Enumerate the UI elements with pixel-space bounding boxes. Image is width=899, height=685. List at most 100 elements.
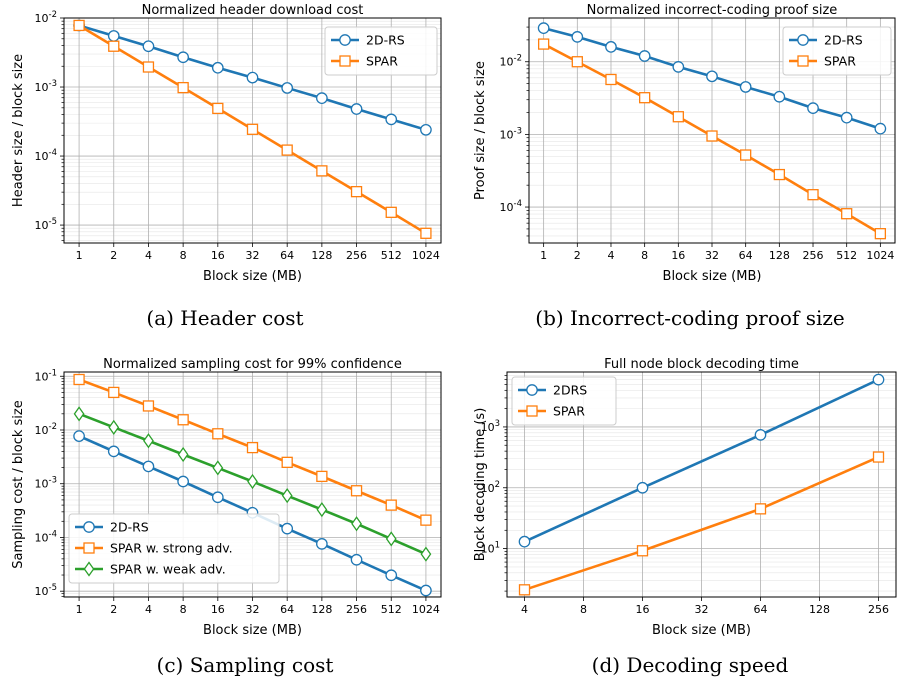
figure-caption: (c) Sampling cost	[157, 653, 334, 677]
legend-label: SPAR w. strong adv.	[110, 541, 233, 556]
data-point	[281, 488, 293, 504]
x-tick-label: 1	[76, 603, 83, 616]
data-point	[385, 569, 398, 582]
data-point	[420, 546, 432, 562]
y-tick-label: 10-2	[35, 10, 57, 25]
data-point	[672, 111, 684, 123]
x-tick-label: 128	[769, 249, 790, 262]
data-point	[636, 545, 649, 557]
data-point	[605, 73, 617, 86]
x-tick-label: 2	[110, 249, 117, 262]
series-line-1	[523, 378, 880, 543]
data-point	[773, 90, 786, 103]
data-point	[142, 61, 155, 73]
data-point	[537, 38, 550, 50]
data-point	[212, 428, 224, 440]
x-tick-label: 512	[836, 249, 857, 262]
figure-caption: (b) Incorrect-coding proof size	[535, 306, 844, 330]
data-point	[841, 208, 853, 220]
data-point	[872, 373, 885, 386]
x-tick-label: 32	[705, 249, 719, 262]
data-point	[177, 414, 189, 426]
data-point	[316, 538, 328, 550]
data-point	[281, 144, 293, 156]
data-point	[385, 206, 397, 218]
data-point	[212, 460, 224, 476]
x-tick-label: 128	[311, 603, 332, 616]
data-point	[143, 433, 154, 449]
x-tick-label: 32	[246, 249, 260, 262]
data-point	[73, 19, 85, 32]
legend-label: SPAR w. weak adv.	[110, 562, 226, 577]
chart-title: Full node block decoding time	[604, 357, 799, 372]
data-point	[350, 103, 363, 115]
legend-label: SPAR	[824, 54, 856, 69]
x-tick-label: 1	[76, 249, 83, 262]
data-point	[351, 516, 362, 532]
data-point	[874, 122, 887, 135]
legend-label: 2D-RS	[824, 33, 863, 48]
data-point	[754, 429, 767, 441]
legend-label: 2D-RS	[110, 520, 149, 535]
legend-swatch-marker	[339, 34, 351, 46]
x-tick-label: 4	[145, 249, 152, 262]
data-point	[807, 102, 819, 114]
data-point	[420, 227, 432, 239]
x-tick-label: 256	[868, 603, 889, 616]
x-tick-label: 2	[574, 249, 581, 262]
data-point	[350, 553, 363, 566]
x-tick-label: 64	[280, 603, 294, 616]
data-point	[571, 56, 583, 68]
data-point	[706, 70, 718, 83]
plot-frame	[63, 371, 442, 598]
plot-frame	[63, 17, 442, 244]
x-tick-label: 512	[381, 603, 402, 616]
legend-swatch-marker	[83, 542, 95, 554]
data-point	[177, 51, 189, 64]
data-point	[385, 499, 397, 511]
x-tick-label: 64	[739, 249, 753, 262]
x-tick-label: 4	[607, 249, 614, 262]
data-point	[385, 531, 397, 547]
data-point	[672, 61, 685, 73]
x-axis-label: Block size (MB)	[663, 269, 762, 284]
x-tick-label: 16	[671, 249, 685, 262]
x-tick-label: 32	[695, 603, 709, 616]
x-tick-label: 8	[580, 603, 587, 616]
data-point	[108, 40, 120, 52]
chart-title: Normalized sampling cost for 99% confide…	[103, 357, 402, 372]
chart-title: Normalized incorrect-coding proof size	[587, 3, 838, 18]
x-tick-label: 8	[180, 249, 187, 262]
legend-swatch-marker	[526, 405, 538, 417]
x-tick-label: 16	[211, 249, 225, 262]
data-point	[739, 81, 752, 93]
x-tick-label: 1024	[412, 249, 440, 262]
data-point	[142, 460, 155, 473]
x-tick-label: 16	[211, 603, 225, 616]
figure-caption: (d) Decoding speed	[592, 653, 789, 677]
data-point	[281, 82, 294, 94]
x-axis-label: Block size (MB)	[203, 269, 302, 284]
chart-panel-2: 10-2 10-3 10-4 1 2 4 8 16 32 64 128 256 512 1024 Norma…	[473, 3, 896, 330]
data-point	[706, 130, 718, 142]
data-point	[108, 419, 120, 435]
y-axis-label: Block decoding time (s)	[473, 408, 488, 562]
data-point	[108, 386, 120, 399]
data-point	[177, 475, 189, 488]
legend-swatch-marker	[83, 521, 95, 533]
x-tick-label: 2	[110, 603, 117, 616]
data-point	[316, 470, 328, 483]
x-tick-label: 1	[540, 249, 547, 262]
data-point	[142, 40, 155, 53]
data-point	[107, 445, 120, 458]
x-axis-label: Block size (MB)	[203, 623, 302, 638]
y-tick-label: 10-1	[35, 368, 57, 383]
data-point	[420, 123, 432, 136]
legend-swatch-marker	[339, 55, 351, 67]
legend-label: 2DRS	[553, 383, 587, 398]
data-point	[636, 481, 649, 494]
data-point	[246, 441, 259, 454]
figure-caption: (a) Header cost	[146, 306, 303, 330]
